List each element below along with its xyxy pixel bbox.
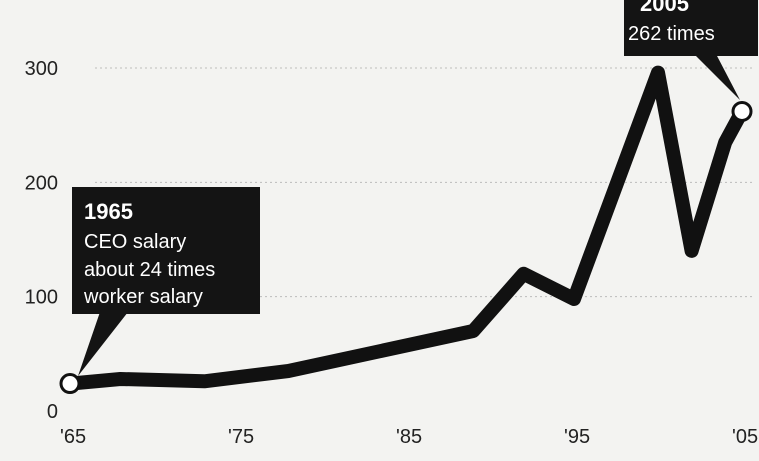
y-tick-label: 300 xyxy=(25,58,58,80)
annotation-1965-line-3: worker salary xyxy=(83,286,203,308)
marker-layer xyxy=(59,100,753,395)
annotation-2005-line-1: 262 times xyxy=(628,23,715,45)
annotation-1965: 1965 CEO salary about 24 times worker sa… xyxy=(72,187,260,376)
annotation-1965-line-2: about 24 times xyxy=(84,259,215,281)
data-point-marker xyxy=(731,100,753,122)
series-line xyxy=(63,65,749,391)
y-tick-label: 0 xyxy=(47,401,58,423)
x-tick-label: '65 xyxy=(60,426,86,448)
series-layer xyxy=(63,65,749,391)
data-point-marker xyxy=(59,373,81,395)
x-tick-label: '05 xyxy=(732,426,758,448)
x-axis-ticks: '65 '75 '85 '95 '05 xyxy=(60,426,758,448)
x-tick-label: '95 xyxy=(564,426,590,448)
annotation-1965-title: 1965 xyxy=(84,199,133,224)
x-tick-label: '85 xyxy=(396,426,422,448)
annotation-2005-pointer xyxy=(694,54,740,100)
x-tick-label: '75 xyxy=(228,426,254,448)
y-tick-label: 200 xyxy=(25,172,58,194)
annotation-1965-box xyxy=(72,187,260,314)
annotation-1965-pointer xyxy=(78,312,128,376)
y-axis-ticks: 0 100 200 300 xyxy=(25,58,58,423)
annotation-2005: 2005 262 times xyxy=(624,0,758,100)
y-tick-label: 100 xyxy=(25,287,58,309)
annotation-1965-line-1: CEO salary xyxy=(84,231,186,253)
annotation-2005-title: 2005 xyxy=(640,0,689,16)
annotation-2005-box xyxy=(624,0,758,56)
